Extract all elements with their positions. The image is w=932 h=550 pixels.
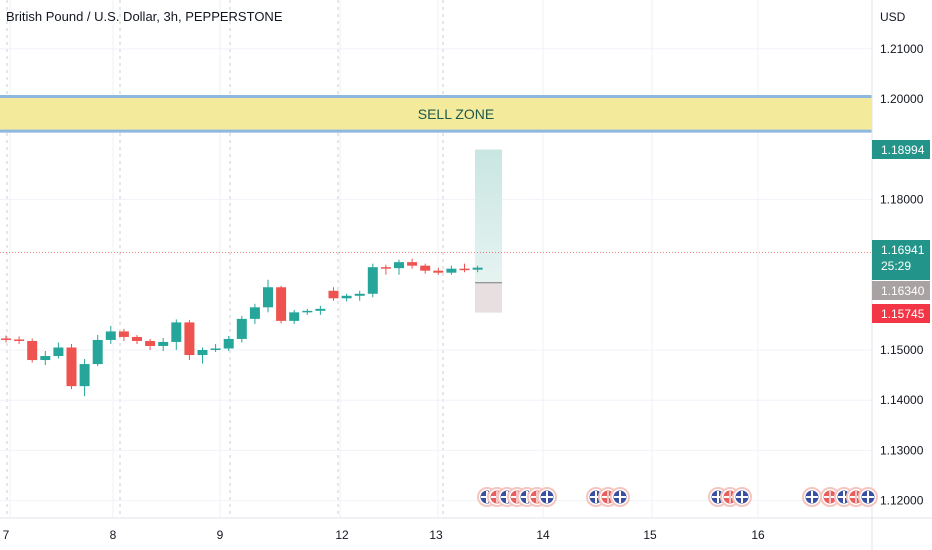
candle-body xyxy=(40,356,51,361)
last-price-value: 1.16941 xyxy=(881,243,925,257)
candle-body xyxy=(184,322,195,356)
time-tick-label: 12 xyxy=(335,528,349,542)
price-tick-label: 1.14000 xyxy=(880,393,924,407)
chart-title: British Pound / U.S. Dollar, 3h, PEPPERS… xyxy=(6,9,283,24)
target-price-badge: 1.18994 xyxy=(872,140,930,159)
price-tick-label: 1.20000 xyxy=(880,92,924,106)
last-price-badge: 1.16941 25:29 xyxy=(872,240,930,280)
bar-countdown: 25:29 xyxy=(881,259,912,273)
candle-body xyxy=(380,267,391,269)
candle-body xyxy=(118,331,129,337)
price-tick-label: 1.21000 xyxy=(880,42,924,56)
candle-body xyxy=(171,322,182,342)
price-tick-label: 1.12000 xyxy=(880,494,924,508)
candle-body xyxy=(341,295,352,299)
entry-price-badge: 1.16340 xyxy=(872,281,930,300)
price-tick-label: 1.18000 xyxy=(880,192,924,206)
candle-body xyxy=(105,331,116,340)
candle-body xyxy=(145,340,156,346)
candle-body xyxy=(367,267,378,294)
candle-body xyxy=(66,347,77,387)
candle-body xyxy=(53,347,64,357)
candle-body xyxy=(14,339,25,341)
candle-body xyxy=(328,290,339,299)
time-tick-label: 13 xyxy=(429,528,443,542)
candle-body xyxy=(433,270,444,273)
sell-zone-band xyxy=(0,96,872,132)
candle-body xyxy=(472,267,483,270)
candle-body xyxy=(92,339,103,365)
candle-body xyxy=(276,287,287,321)
time-tick-label: 16 xyxy=(751,528,765,542)
candle-body xyxy=(407,262,418,266)
price-tick-label: 1.13000 xyxy=(880,443,924,457)
candle-body xyxy=(236,318,247,339)
time-tick-label: 8 xyxy=(110,528,117,542)
candle-body xyxy=(197,350,208,356)
candle-body xyxy=(210,348,221,350)
candle-body xyxy=(158,341,169,346)
stop-price-badge: 1.15745 xyxy=(872,304,930,323)
time-tick-label: 9 xyxy=(217,528,224,542)
time-tick-label: 7 xyxy=(3,528,10,542)
position-stop-zone xyxy=(475,282,502,313)
candle-body xyxy=(263,287,273,308)
sell-zone-label: SELL ZONE xyxy=(418,106,495,122)
time-tick-label: 15 xyxy=(643,528,657,542)
candle-body xyxy=(315,308,326,311)
candle-body xyxy=(132,336,142,341)
candle-body xyxy=(302,310,313,313)
candle-body xyxy=(394,262,404,269)
candle-body xyxy=(459,268,470,271)
candle-body xyxy=(354,293,365,296)
price-tick-label: 1.15000 xyxy=(880,343,924,357)
candle-body xyxy=(446,268,457,273)
time-tick-label: 14 xyxy=(536,528,550,542)
candle-body xyxy=(420,265,431,271)
candle-body xyxy=(27,340,38,361)
candle-body xyxy=(223,338,234,349)
candle-body xyxy=(289,312,300,321)
position-target-zone xyxy=(475,149,502,283)
candle-body xyxy=(249,307,260,319)
price-axis-currency: USD xyxy=(880,10,906,24)
candle-body xyxy=(1,338,11,340)
candle-body xyxy=(79,364,90,387)
